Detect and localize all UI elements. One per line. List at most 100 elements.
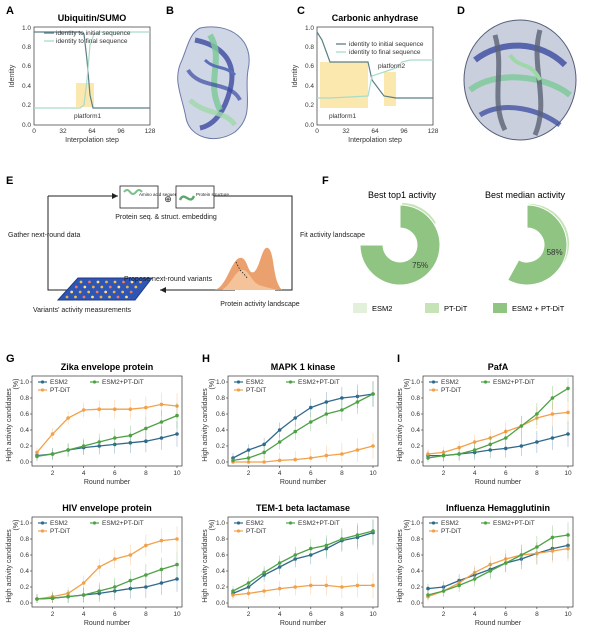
xtick-label: 8 — [144, 470, 148, 477]
data-point — [144, 585, 148, 589]
line-chart: PafA 0.0 0.2 0.4 0.6 0.8 1.0 2 4 6 8 10 Round number… — [397, 362, 574, 486]
data-point — [128, 553, 133, 557]
legend-marker — [288, 521, 293, 525]
xtick-label: 4 — [82, 611, 86, 618]
ytick: 0.4 — [305, 83, 314, 90]
oplus-icon: ⊕ — [164, 194, 172, 204]
data-point — [371, 444, 375, 448]
ytick: 0.0 — [22, 122, 31, 129]
legend-label: ESM2+PT-DiT — [102, 379, 144, 386]
ytick-label: 0.0 — [20, 459, 29, 466]
data-point — [441, 453, 446, 458]
y-axis-label: High activity candidates — [6, 388, 13, 462]
panel-label-c: C — [297, 5, 305, 17]
data-point — [308, 456, 313, 460]
data-point — [535, 412, 539, 416]
data-point — [355, 533, 360, 537]
series-line — [233, 445, 374, 463]
data-point — [371, 529, 375, 533]
protein-structure-image — [463, 19, 577, 141]
xtick: 96 — [400, 128, 408, 135]
legend-esm2: ESM2 — [372, 304, 392, 313]
data-point — [472, 448, 477, 452]
line-charts: Zika envelope protein 0.0 0.2 0.4 0.6 0.8 1.0 2… — [6, 362, 574, 627]
legend-label: ESM2 — [441, 379, 459, 386]
data-point — [128, 433, 133, 438]
series-line — [428, 433, 569, 457]
data-point — [246, 581, 251, 585]
legend-label: ESM2 — [246, 379, 264, 386]
line-chart: HIV envelope protein 0.0 0.2 0.4 0.6 0.8 1.0 2 4… — [6, 503, 183, 627]
data-point — [144, 426, 148, 431]
data-point — [566, 386, 570, 391]
xtick: 32 — [59, 128, 67, 135]
xtick-label: 10 — [173, 611, 181, 618]
well-dot — [112, 290, 116, 294]
ytick-label: 0.6 — [20, 552, 29, 559]
ytick-label: 1.0 — [20, 520, 29, 527]
panel-c-xticks: 0 32 64 96 128 — [315, 128, 439, 135]
xtick-label: 8 — [535, 611, 539, 618]
well-dot — [129, 290, 133, 294]
y-axis-unit: (%) — [404, 520, 411, 531]
data-point — [144, 573, 148, 577]
ytick-label: 0.6 — [411, 552, 420, 559]
data-point — [550, 396, 555, 400]
data-point — [277, 440, 282, 444]
ytick-label: 0.0 — [216, 459, 225, 466]
fit-label: Fit activity landscape — [300, 232, 365, 239]
xtick-label: 2 — [442, 611, 446, 618]
data-point — [426, 593, 430, 597]
well-dot — [88, 280, 91, 284]
final-identity-line — [317, 59, 433, 99]
pie-chart-top1: 8%17%75% — [359, 201, 441, 286]
ytick: 1.0 — [22, 25, 31, 32]
loop-edge — [47, 196, 70, 291]
data-point — [457, 452, 461, 456]
ytick-label: 0.6 — [216, 552, 225, 559]
platform1-highlight — [320, 62, 368, 108]
well-dot — [70, 290, 74, 294]
data-point — [293, 457, 298, 462]
data-point — [246, 591, 251, 596]
xtick-label: 2 — [247, 611, 251, 618]
pie-slice — [507, 204, 568, 286]
legend-marker — [431, 521, 436, 525]
well-dot — [100, 285, 104, 289]
well-dot — [99, 295, 103, 299]
legend-marker — [40, 380, 45, 384]
ytick-label: 0.2 — [216, 443, 225, 450]
data-point — [550, 535, 555, 540]
data-point — [566, 410, 570, 415]
sequence-icon — [123, 189, 143, 195]
xtick-label: 6 — [504, 611, 508, 618]
legend-label: ESM2 — [50, 520, 68, 527]
xtick-label: 2 — [51, 470, 55, 477]
data-point — [308, 546, 313, 551]
data-point — [66, 448, 70, 452]
legend-marker — [483, 380, 488, 384]
data-point — [566, 546, 570, 551]
well-dot — [105, 280, 108, 284]
pie-slice-label: 75% — [412, 261, 428, 270]
data-point — [97, 407, 102, 412]
x-axis-label: Round number — [475, 479, 522, 486]
ytick-label: 0.4 — [216, 427, 225, 434]
panel-c-title: Carbonic anhydrase — [332, 13, 419, 23]
data-point — [277, 586, 282, 591]
data-point — [262, 442, 266, 447]
data-point — [81, 444, 86, 448]
ytick: 0.2 — [22, 102, 31, 109]
series-line — [36, 403, 178, 453]
platform-label: platform1 — [74, 113, 101, 120]
xtick-label: 10 — [173, 470, 181, 477]
legend-label: ESM2+PT-DiT — [493, 379, 535, 386]
final-identity-line — [34, 31, 150, 109]
ytick: 0.8 — [305, 44, 314, 51]
ytick-label: 0.2 — [20, 443, 29, 450]
data-point — [550, 412, 555, 416]
well-dot — [91, 295, 94, 299]
series-line — [232, 393, 374, 462]
data-point — [472, 440, 477, 444]
xtick-label: 6 — [113, 470, 117, 477]
